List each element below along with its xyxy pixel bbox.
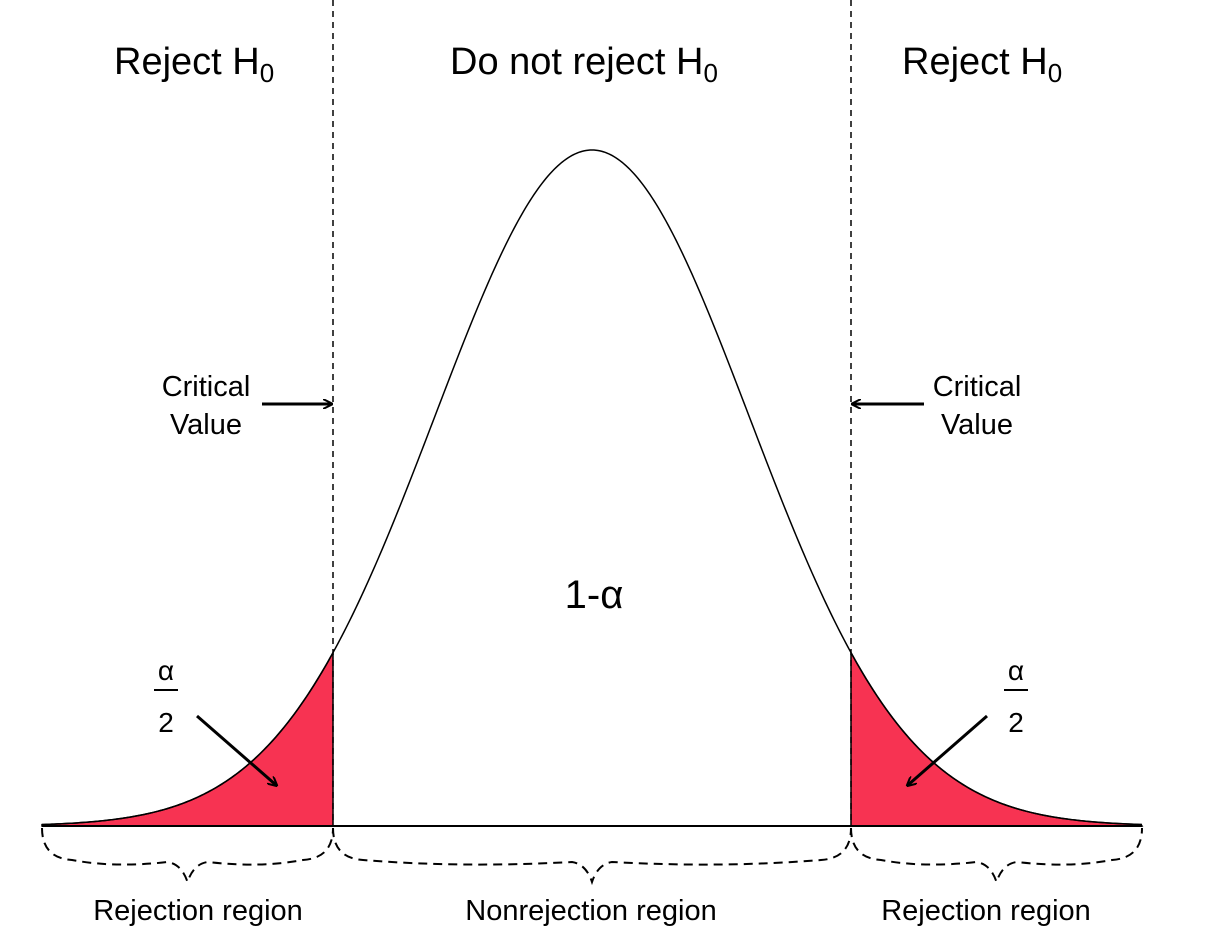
left-rejection-region-label: Rejection region bbox=[93, 895, 303, 927]
left-region-header: Reject H0 bbox=[114, 41, 274, 88]
right-rejection-region-label: Rejection region bbox=[881, 895, 1091, 927]
left-alpha-numerator: α bbox=[158, 655, 174, 686]
right-critical-value-label-line2: Value bbox=[941, 409, 1013, 441]
right-region-header: Reject H0 bbox=[902, 41, 1062, 88]
left-critical-value-label-line2: Value bbox=[170, 409, 242, 441]
normal-curve bbox=[41, 149, 1143, 826]
right-alpha-denominator: 2 bbox=[1008, 707, 1024, 738]
right-critical-value-label-line1: Critical bbox=[933, 371, 1022, 403]
right-tail-arrow bbox=[908, 714, 988, 785]
left-critical-value-label-line1: Critical bbox=[162, 371, 251, 403]
center-area-label: 1-α bbox=[565, 573, 624, 617]
center-region-header: Do not reject H0 bbox=[450, 41, 718, 88]
left-alpha-denominator: 2 bbox=[158, 707, 174, 738]
right-alpha-numerator: α bbox=[1008, 655, 1024, 686]
nonrejection-brace bbox=[332, 827, 852, 886]
left-rejection-area bbox=[41, 652, 334, 827]
nonrejection-region-label: Nonrejection region bbox=[465, 895, 716, 927]
right-rejection-area bbox=[850, 652, 1144, 827]
right-rejection-brace bbox=[850, 827, 1143, 886]
left-tail-arrow bbox=[196, 714, 276, 785]
left-rejection-brace bbox=[41, 827, 334, 886]
